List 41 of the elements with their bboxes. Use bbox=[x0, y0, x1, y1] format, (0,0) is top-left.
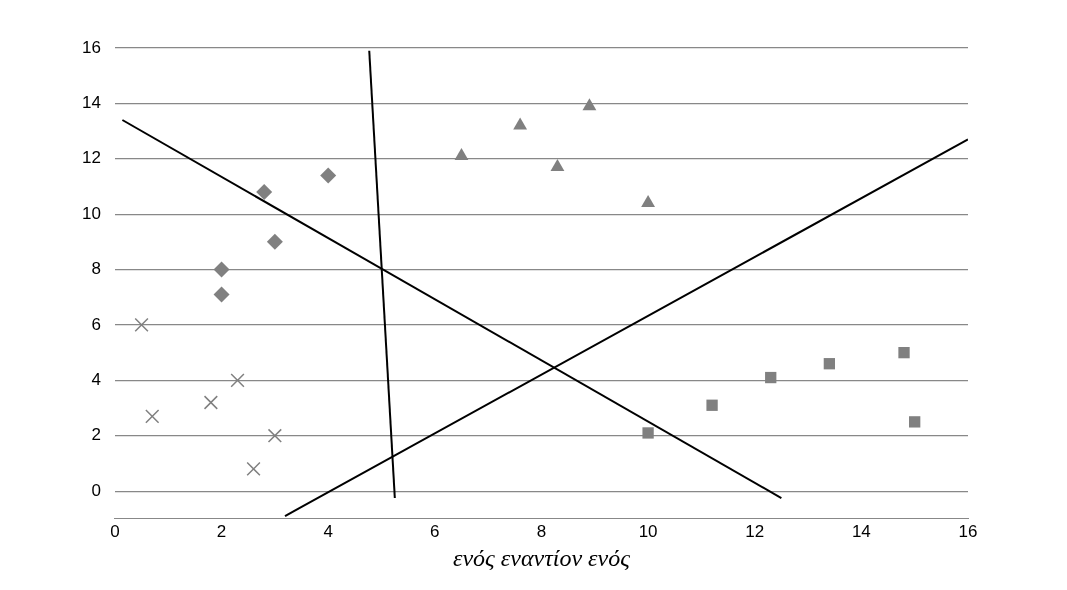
point bbox=[513, 117, 528, 130]
point bbox=[134, 317, 149, 333]
x-tick-label: 16 bbox=[958, 521, 978, 541]
point bbox=[266, 233, 283, 250]
point bbox=[267, 428, 282, 443]
y-tick-label: 14 bbox=[81, 93, 101, 113]
point bbox=[706, 399, 718, 411]
y-tick-label: 0 bbox=[91, 480, 101, 500]
y-tick-label: 2 bbox=[91, 425, 101, 445]
x-tick-label: 2 bbox=[216, 521, 227, 541]
x-tick-label: 0 bbox=[110, 521, 120, 541]
x-tick-label: 10 bbox=[638, 521, 658, 541]
y-tick-label: 16 bbox=[81, 37, 101, 57]
y-tick-label: 10 bbox=[81, 203, 101, 223]
point bbox=[898, 346, 910, 359]
y-tick-label: 6 bbox=[91, 314, 101, 334]
x-tick-label: 14 bbox=[851, 521, 871, 541]
point bbox=[641, 195, 656, 208]
point bbox=[256, 184, 273, 201]
point bbox=[550, 159, 565, 172]
x-tick-label: 12 bbox=[745, 521, 765, 541]
point bbox=[230, 373, 245, 388]
point bbox=[246, 461, 261, 477]
point bbox=[642, 427, 654, 439]
y-tick-label: 4 bbox=[91, 370, 101, 390]
x-tick-label: 4 bbox=[323, 521, 333, 541]
x-tick-label: 6 bbox=[430, 521, 440, 541]
x-tick-label: 8 bbox=[536, 521, 547, 541]
point bbox=[823, 358, 836, 370]
point bbox=[320, 167, 337, 184]
y-tick-label: 12 bbox=[81, 148, 101, 168]
point bbox=[582, 98, 597, 111]
x-axis-title: ενός εναντίον ενός bbox=[452, 544, 631, 571]
point bbox=[145, 409, 160, 424]
point bbox=[213, 261, 230, 278]
point bbox=[454, 148, 469, 161]
point bbox=[203, 395, 218, 410]
point bbox=[909, 416, 921, 428]
y-tick-label: 8 bbox=[91, 259, 101, 279]
point bbox=[213, 286, 230, 303]
point bbox=[765, 371, 777, 384]
